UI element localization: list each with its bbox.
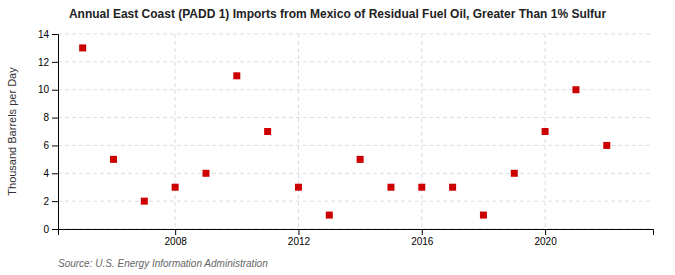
title: Annual East Coast (PADD 1) Imports from … bbox=[69, 7, 607, 21]
point bbox=[542, 128, 549, 135]
x-tick: 2012 bbox=[288, 229, 311, 247]
x-tick-label: 2016 bbox=[411, 236, 434, 247]
grid-line bbox=[58, 34, 653, 35]
source-note: Source: U.S. Energy Information Administ… bbox=[58, 258, 268, 269]
y-tick-mark bbox=[52, 229, 58, 230]
y-tick-label: 10 bbox=[38, 84, 50, 95]
y-tick: 14 bbox=[38, 29, 58, 40]
y-tick-mark bbox=[52, 173, 58, 174]
point bbox=[264, 128, 271, 135]
point bbox=[480, 212, 487, 219]
y-tick-mark bbox=[52, 34, 58, 35]
point bbox=[141, 198, 148, 205]
y-tick-mark bbox=[52, 62, 58, 63]
point bbox=[387, 184, 394, 191]
points bbox=[79, 44, 610, 218]
y-tick-mark bbox=[52, 201, 58, 202]
y-tick-label: 4 bbox=[43, 168, 49, 179]
grid-line bbox=[58, 117, 653, 118]
x-tick-mark bbox=[545, 229, 546, 235]
x-tick: 2008 bbox=[165, 229, 188, 247]
grid-line bbox=[58, 145, 653, 146]
point bbox=[233, 72, 240, 79]
point bbox=[79, 44, 86, 51]
grid-line bbox=[58, 173, 653, 174]
point bbox=[172, 184, 179, 191]
y-tick-label: 8 bbox=[43, 112, 49, 123]
point bbox=[326, 212, 333, 219]
y-tick-label: 12 bbox=[38, 57, 50, 68]
x-tick-mark bbox=[422, 229, 423, 235]
plot: 2008 2012 2016 2020 0 2 4 6 8 10 12 14 bbox=[38, 29, 654, 247]
y-tick: 10 bbox=[38, 84, 58, 95]
x-tick-label: 2020 bbox=[534, 236, 557, 247]
y-tick-label: 14 bbox=[38, 29, 50, 40]
y-axis-title: Thousand Barrels per Day bbox=[6, 67, 18, 196]
point bbox=[418, 184, 425, 191]
y-tick: 4 bbox=[43, 168, 58, 179]
y-tick: 6 bbox=[43, 140, 58, 151]
x-tick-label: 2008 bbox=[165, 236, 188, 247]
chart: 2008 2012 2016 2020 0 2 4 6 8 10 12 14 Annual East C… bbox=[0, 0, 675, 275]
y-tick: 12 bbox=[38, 57, 58, 68]
x-axis-line bbox=[59, 230, 654, 236]
point bbox=[511, 170, 518, 177]
y-axis: 0 2 4 6 8 10 12 14 bbox=[38, 29, 59, 235]
grid-line bbox=[58, 89, 653, 90]
grid-line bbox=[421, 34, 422, 229]
y-tick-label: 2 bbox=[43, 196, 49, 207]
y-tick: 0 bbox=[43, 224, 58, 235]
grid bbox=[58, 34, 653, 229]
point bbox=[110, 156, 117, 163]
x-tick-mark bbox=[298, 229, 299, 235]
y-tick-mark bbox=[52, 118, 58, 119]
y-tick-label: 6 bbox=[43, 140, 49, 151]
x-tick-mark bbox=[175, 229, 176, 235]
point bbox=[603, 142, 610, 149]
y-axis-line bbox=[52, 35, 59, 230]
point bbox=[449, 184, 456, 191]
y-tick: 2 bbox=[43, 196, 58, 207]
y-tick-mark bbox=[52, 90, 58, 91]
x-tick: 2020 bbox=[534, 229, 557, 247]
x-tick-label: 2012 bbox=[288, 236, 311, 247]
grid-line bbox=[298, 34, 299, 229]
grid-line bbox=[175, 34, 176, 229]
point bbox=[572, 86, 579, 93]
point bbox=[295, 184, 302, 191]
y-tick-label: 0 bbox=[43, 224, 49, 235]
grid-line bbox=[58, 61, 653, 62]
x-tick: 2016 bbox=[411, 229, 434, 247]
y-tick: 8 bbox=[43, 112, 58, 123]
x-axis: 2008 2012 2016 2020 bbox=[59, 229, 654, 247]
point bbox=[357, 156, 364, 163]
y-tick-mark bbox=[52, 145, 58, 146]
point bbox=[202, 170, 209, 177]
